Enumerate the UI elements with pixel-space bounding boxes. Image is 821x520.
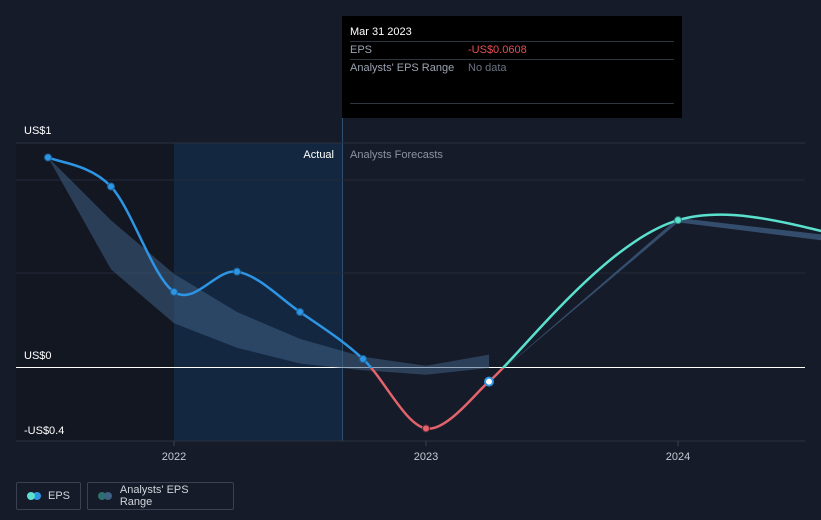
tooltip-divider [350,103,674,104]
y-tick-label-top: US$1 [24,125,52,137]
hover-tooltip: Mar 31 2023 EPS -US$0.0608 Analysts' EPS… [342,16,682,118]
eps-line-positive [47,156,373,368]
tooltip-eps-value: -US$0.0608 [468,44,527,56]
eps-point-selected[interactable] [484,376,494,387]
x-tick-label: 2023 [414,451,438,463]
forecast-line [501,213,821,368]
eps-point[interactable] [44,153,52,162]
legend-eps-button[interactable]: EPS [16,482,81,510]
actual-region-label: Actual [303,149,334,161]
tooltip-eps-row: EPS -US$0.0608 [350,41,674,59]
eps-point[interactable] [422,424,430,433]
x-tick-label: 2022 [162,451,186,463]
legend-range-button[interactable]: Analysts' EPS Range [87,482,234,510]
y-tick-label-zero: US$0 [24,350,52,362]
eps-point[interactable] [296,308,304,316]
range-legend-icon [98,492,112,500]
eps-point[interactable] [233,267,241,276]
range-bands [48,157,821,382]
range-band-forecast [489,217,821,382]
tooltip-date: Mar 31 2023 [350,26,412,38]
eps-point[interactable] [170,287,178,296]
tooltip-range-label: Analysts' EPS Range [350,62,455,74]
range-band-past [48,157,489,375]
tooltip-range-row: Analysts' EPS Range No data [350,59,674,77]
x-axis-ticks: 2022202320242025 [162,441,690,463]
eps-lines [47,156,821,430]
tooltip-eps-label: EPS [350,44,373,56]
forecast-point[interactable] [674,216,682,225]
eps-point[interactable] [107,182,115,191]
legend-range-label: Analysts' EPS Range [119,484,189,508]
eps-points [44,153,682,433]
x-tick-label: 2024 [666,451,690,463]
y-tick-label-bottom: -US$0.4 [24,425,64,437]
tooltip-range-value: No data [468,62,507,74]
legend-eps-label: EPS [47,490,70,502]
eps-line-negative [369,368,490,430]
eps-legend-icon [27,492,41,500]
forecast-region-label: Analysts Forecasts [350,149,443,161]
eps-point[interactable] [359,355,367,364]
